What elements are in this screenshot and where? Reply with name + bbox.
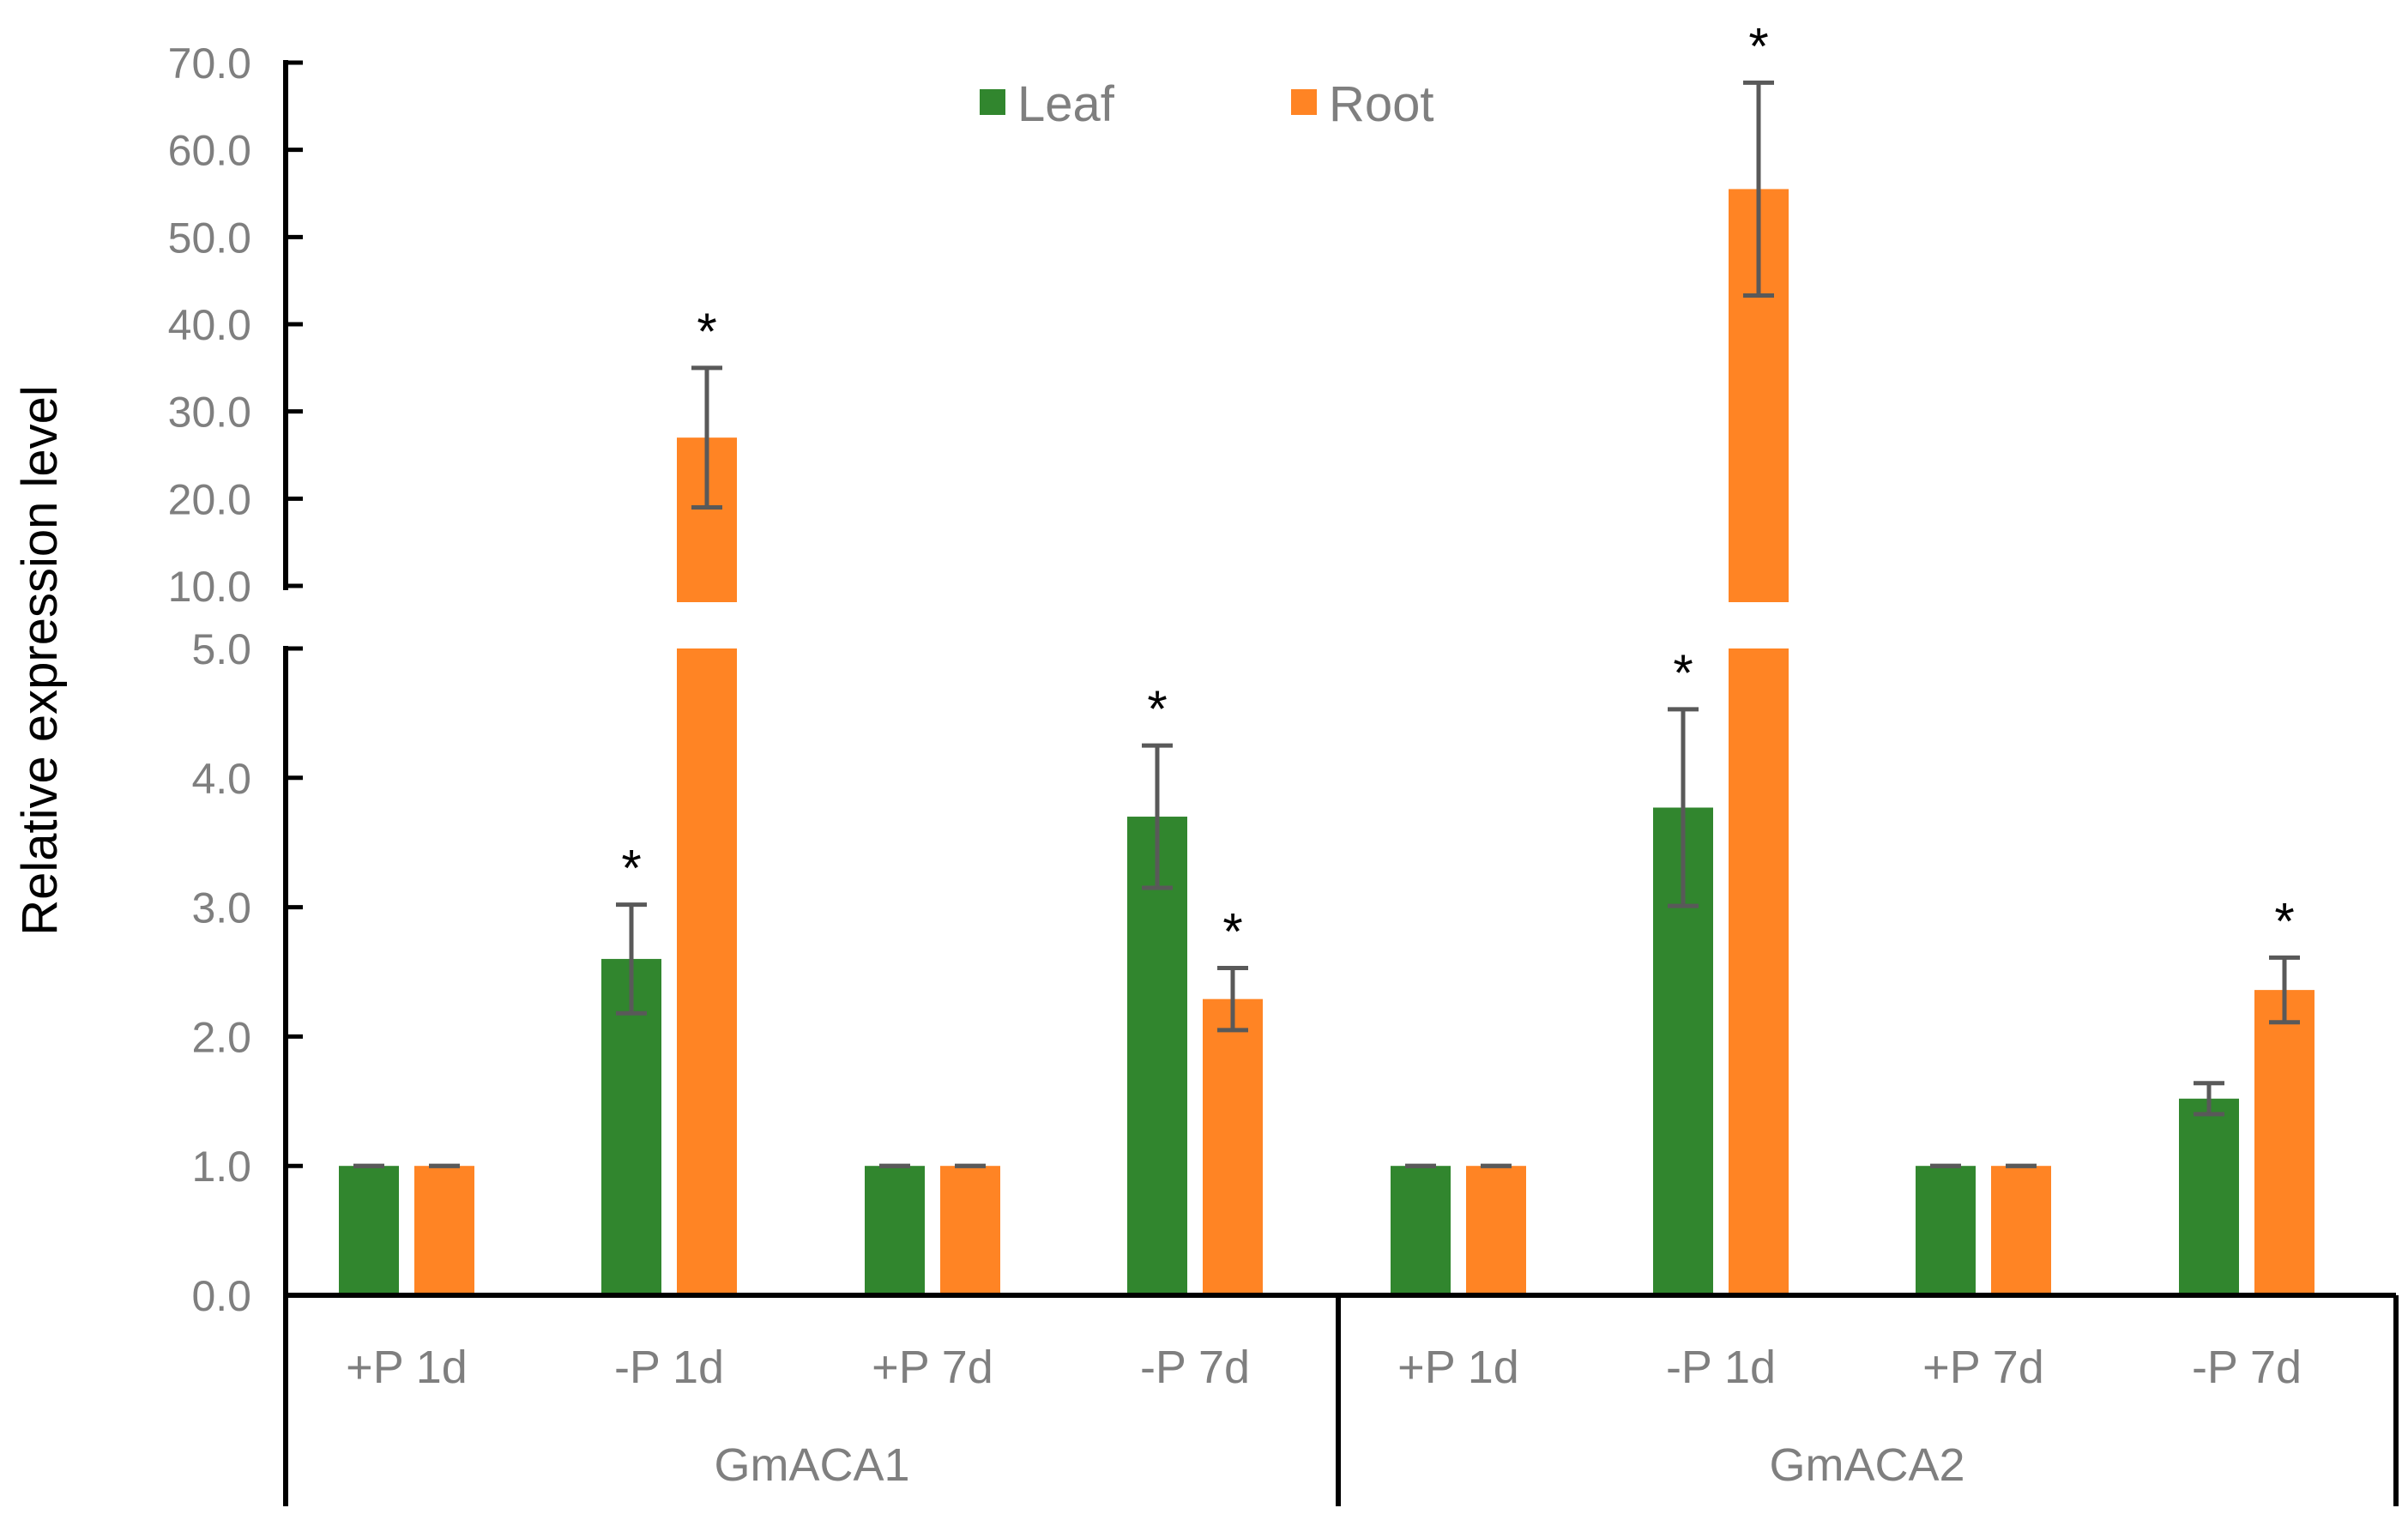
bar-root-7 [1991, 1166, 2051, 1295]
bar-root-2-lower [677, 648, 737, 1295]
y-axis-title: Relative expression level [12, 385, 68, 936]
bar-leaf-8 [2179, 1098, 2239, 1295]
significance-marker-root-2: * [697, 303, 716, 360]
x-category-label-4: -P 7d [1140, 1342, 1250, 1393]
bar-leaf-3 [865, 1166, 925, 1295]
bar-leaf-5 [1391, 1166, 1451, 1295]
x-group-label-gmaca1: GmACA1 [714, 1439, 909, 1491]
legend-swatch-leaf [980, 89, 1005, 115]
bar-leaf-4 [1127, 817, 1187, 1295]
y-tick-label-lower-5: 5.0 [191, 625, 251, 673]
significance-marker-leaf-4: * [1147, 680, 1167, 738]
y-tick-label-lower-4: 4.0 [191, 755, 251, 803]
y-tick-label-upper-5: 60.0 [168, 127, 251, 175]
bar-root-1 [414, 1166, 474, 1295]
y-tick-label-lower-1: 1.0 [191, 1143, 251, 1191]
x-category-label-7: +P 7d [1922, 1342, 2044, 1393]
significance-marker-root-6: * [1748, 17, 1768, 75]
x-category-label-2: -P 1d [614, 1342, 724, 1393]
bar-leaf-1 [339, 1166, 399, 1295]
bar-root-4 [1203, 998, 1263, 1295]
y-tick-label-upper-1: 20.0 [168, 475, 251, 523]
significance-marker-leaf-2: * [621, 840, 641, 897]
legend-label-leaf: Leaf [1017, 76, 1115, 132]
bar-root-6-lower [1729, 648, 1789, 1295]
significance-marker-root-8: * [2274, 892, 2294, 950]
y-tick-label-upper-3: 40.0 [168, 301, 251, 349]
x-category-label-3: +P 7d [872, 1342, 993, 1393]
significance-marker-root-4: * [1222, 902, 1242, 960]
x-category-label-6: -P 1d [1666, 1342, 1776, 1393]
y-tick-label-upper-4: 50.0 [168, 214, 251, 262]
legend: Leaf Root [980, 76, 1434, 132]
x-category-label-1: +P 1d [346, 1342, 468, 1393]
x-category-label-8: -P 7d [2192, 1342, 2302, 1393]
y-tick-label-lower-3: 3.0 [191, 884, 251, 932]
legend-swatch-root [1291, 89, 1317, 115]
bars-layer [339, 80, 2314, 1295]
bar-root-5 [1466, 1166, 1526, 1295]
bar-root-3 [940, 1166, 1000, 1295]
bar-leaf-7 [1916, 1166, 1976, 1295]
y-tick-label-upper-2: 30.0 [168, 389, 251, 437]
y-tick-label-lower-2: 2.0 [191, 1013, 251, 1061]
bar-root-8 [2254, 990, 2314, 1295]
y-tick-label-lower-0: 0.0 [191, 1272, 251, 1320]
x-group-label-gmaca2: GmACA2 [1769, 1439, 1964, 1491]
y-tick-label-upper-0: 10.0 [168, 563, 251, 611]
legend-label-root: Root [1329, 76, 1434, 132]
y-tick-label-upper-6: 70.0 [168, 39, 251, 87]
axis-layer [283, 60, 2399, 1506]
x-category-label-5: +P 1d [1397, 1342, 1519, 1393]
label-layer: * * * * * * * 0.0 1.0 2.0 3.0 4.0 5.0 10.0 20.0 30.0 40.… [168, 17, 2302, 1491]
significance-marker-leaf-6: * [1673, 644, 1693, 702]
